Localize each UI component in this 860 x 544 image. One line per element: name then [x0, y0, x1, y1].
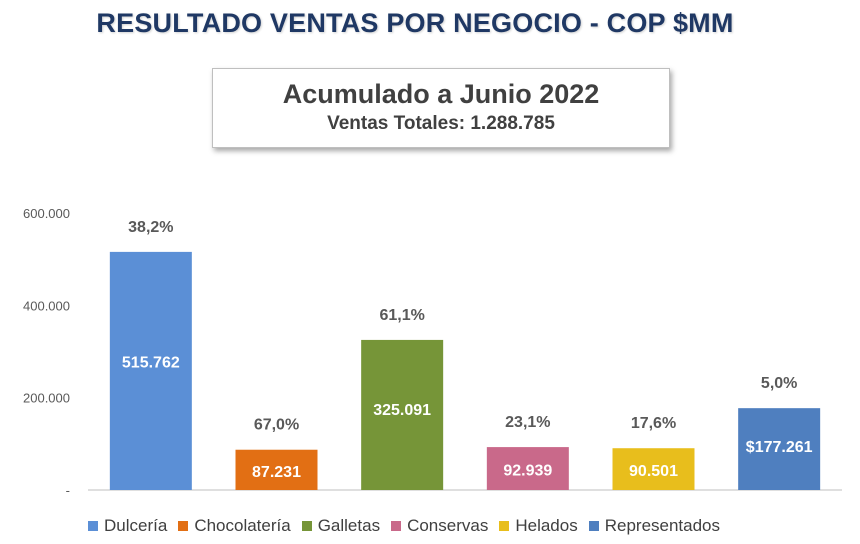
growth-label: 5,0% [761, 375, 797, 392]
y-tick-label: 400.000 [23, 298, 70, 313]
chart-legend: Dulcería Chocolatería Galletas Conservas Hel… [88, 515, 731, 537]
bar-2 [235, 449, 318, 490]
legend-label: Chocolatería [194, 516, 291, 535]
y-tick-label: - [66, 483, 70, 498]
y-tick-label: 200.000 [23, 391, 70, 406]
growth-label: 38,2% [128, 219, 173, 236]
legend-swatch [178, 521, 189, 531]
growth-label: 23,1% [505, 414, 550, 431]
bar-4 [486, 447, 569, 490]
legend-label: Galletas [317, 516, 381, 535]
legend-label: Representados [604, 516, 721, 535]
legend-item: Conservas [391, 516, 488, 536]
bar-value-label: 92.939 [503, 463, 552, 480]
bar-1 [109, 251, 192, 490]
bar-value-label: 90.501 [629, 463, 678, 480]
legend-label: Conservas [407, 516, 489, 535]
bar-value-label: 325.091 [373, 402, 431, 419]
growth-label: 17,6% [631, 415, 676, 432]
legend-label: Helados [515, 516, 578, 535]
growth-label: 67,0% [254, 417, 299, 434]
growth-label: 61,1% [379, 307, 424, 324]
bar-value-label: 87.231 [252, 464, 301, 481]
legend-swatch [499, 521, 510, 531]
bar-3 [361, 339, 444, 490]
bar-5 [612, 448, 695, 490]
legend-item: Representados [588, 516, 721, 536]
legend-item: Chocolatería [178, 516, 291, 536]
bar-value-label: $177.261 [746, 439, 813, 456]
page-title: RESULTADO VENTAS POR NEGOCIO - COP $MM [96, 8, 734, 38]
legend-swatch [88, 521, 98, 531]
legend-item: Galletas [301, 516, 381, 536]
summary-title: Acumulado a Junio 2022 [282, 79, 600, 109]
legend-swatch [301, 521, 312, 531]
legend-item: Dulcería [88, 516, 167, 536]
legend-item: Helados [499, 516, 578, 536]
legend-label: Dulcería [104, 516, 168, 535]
bar-6 [738, 408, 821, 490]
y-tick-label: 600.000 [23, 206, 70, 221]
legend-swatch [588, 521, 599, 531]
summary-total: Ventas Totales: 1.288.785 [327, 113, 555, 134]
bar-value-label: 515.762 [122, 354, 180, 371]
summary-box: Acumulado a Junio 2022 Ventas Totales: 1… [212, 68, 670, 148]
legend-swatch [391, 521, 402, 531]
